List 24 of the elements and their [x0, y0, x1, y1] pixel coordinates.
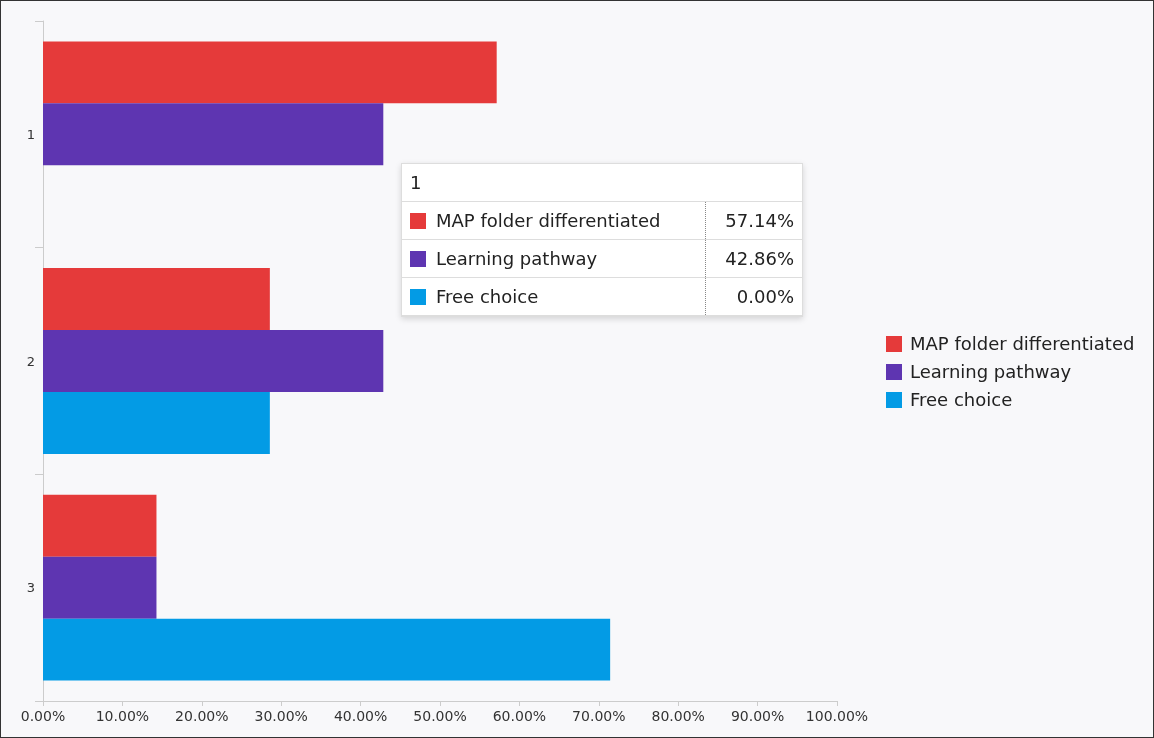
x-tick-label: 70.00% [572, 708, 626, 724]
y-tick-label: 2 [26, 353, 35, 369]
y-tick-label: 3 [26, 580, 35, 596]
x-tick-label: 40.00% [333, 708, 388, 724]
annotation: 0.00% [735, 285, 795, 309]
x-tick-label: 50.00% [413, 708, 467, 724]
y-tick-label: 1 [26, 126, 35, 142]
text: Free choice [910, 389, 1013, 410]
x-tick-label: 80.00% [651, 708, 705, 724]
annotation: 57.14% [724, 209, 795, 233]
legend-label: MAP folder differentiated [402, 202, 706, 239]
legend-label: Learning pathway [402, 240, 706, 277]
category-label: 1 [410, 172, 422, 193]
x-tick-label: 100.00% [805, 708, 869, 724]
x-tick-label: 30.00% [254, 708, 308, 724]
x-tick-label: 20.00% [175, 708, 229, 724]
x-tick-label: 90.00% [730, 708, 785, 724]
text: MAP folder differentiated [910, 333, 1135, 354]
x-tick-label: 60.00% [492, 708, 547, 724]
legend-label: Free choice [402, 278, 706, 315]
annotation: 42.86% [724, 247, 795, 271]
x-tick-label: 10.00% [95, 708, 150, 724]
x-tick-label: 0.00% [20, 708, 66, 724]
text: Learning pathway [910, 361, 1072, 382]
